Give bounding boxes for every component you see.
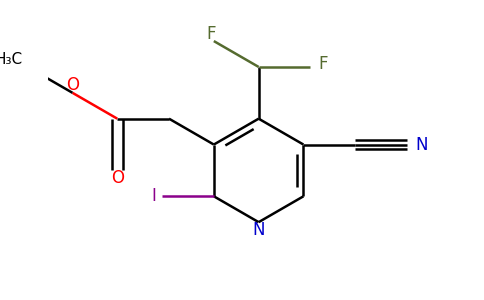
Text: N: N — [252, 221, 265, 239]
Text: H₃C: H₃C — [0, 52, 22, 67]
Text: N: N — [415, 136, 427, 154]
Text: F: F — [318, 55, 328, 73]
Text: O: O — [111, 169, 124, 187]
Text: I: I — [152, 187, 157, 205]
Text: F: F — [206, 25, 216, 43]
Text: O: O — [66, 76, 79, 94]
